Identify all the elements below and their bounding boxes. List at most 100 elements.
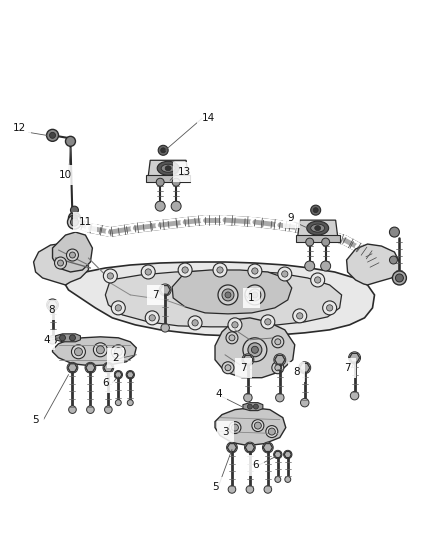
Text: 12: 12 xyxy=(13,123,26,133)
Circle shape xyxy=(145,269,152,275)
Circle shape xyxy=(389,256,397,264)
Ellipse shape xyxy=(165,166,171,171)
Polygon shape xyxy=(160,286,170,294)
Text: 7: 7 xyxy=(345,363,351,373)
Text: 11: 11 xyxy=(78,217,92,227)
Polygon shape xyxy=(275,356,285,364)
Polygon shape xyxy=(298,220,338,236)
Polygon shape xyxy=(350,353,360,362)
Circle shape xyxy=(71,345,85,359)
Polygon shape xyxy=(274,451,281,457)
Circle shape xyxy=(161,148,166,153)
Polygon shape xyxy=(243,356,253,364)
Circle shape xyxy=(282,271,288,277)
Circle shape xyxy=(85,362,96,373)
Circle shape xyxy=(222,289,234,301)
Text: 3: 3 xyxy=(222,426,229,437)
Circle shape xyxy=(247,404,252,409)
Polygon shape xyxy=(243,356,253,364)
Circle shape xyxy=(266,425,278,438)
Circle shape xyxy=(311,205,321,215)
Circle shape xyxy=(67,362,78,373)
Circle shape xyxy=(251,346,258,353)
Circle shape xyxy=(252,419,264,432)
Ellipse shape xyxy=(157,161,179,175)
Polygon shape xyxy=(56,334,81,342)
Text: 13: 13 xyxy=(178,167,191,177)
Polygon shape xyxy=(106,271,342,327)
Circle shape xyxy=(321,261,331,271)
Circle shape xyxy=(264,486,272,493)
Circle shape xyxy=(178,263,192,277)
Circle shape xyxy=(275,339,281,345)
Circle shape xyxy=(225,292,231,298)
Circle shape xyxy=(217,267,223,273)
Polygon shape xyxy=(68,364,77,372)
Circle shape xyxy=(226,332,238,344)
Circle shape xyxy=(71,206,78,214)
Circle shape xyxy=(115,400,121,406)
Circle shape xyxy=(48,336,57,344)
Circle shape xyxy=(246,486,254,493)
Polygon shape xyxy=(68,364,77,372)
Circle shape xyxy=(172,178,180,186)
Circle shape xyxy=(276,393,284,402)
Polygon shape xyxy=(104,364,113,372)
Circle shape xyxy=(248,264,262,278)
Circle shape xyxy=(71,215,78,221)
Text: 4: 4 xyxy=(215,389,222,399)
Circle shape xyxy=(126,370,134,379)
Circle shape xyxy=(285,477,291,482)
Circle shape xyxy=(67,215,81,229)
Circle shape xyxy=(114,348,122,356)
Polygon shape xyxy=(127,372,134,378)
Circle shape xyxy=(323,301,337,315)
Circle shape xyxy=(71,218,78,226)
Circle shape xyxy=(261,315,275,329)
Circle shape xyxy=(145,311,159,325)
Polygon shape xyxy=(245,443,254,451)
Circle shape xyxy=(265,319,271,325)
Circle shape xyxy=(300,398,309,407)
Circle shape xyxy=(69,406,76,414)
Circle shape xyxy=(232,322,238,328)
Circle shape xyxy=(305,261,314,271)
Circle shape xyxy=(115,305,121,311)
Circle shape xyxy=(231,424,238,431)
Polygon shape xyxy=(300,364,310,372)
Circle shape xyxy=(96,346,104,354)
Circle shape xyxy=(67,249,78,261)
Text: 8: 8 xyxy=(293,367,300,377)
Circle shape xyxy=(105,406,112,414)
Polygon shape xyxy=(296,235,339,242)
Circle shape xyxy=(272,336,284,348)
Text: 6: 6 xyxy=(252,461,258,471)
Polygon shape xyxy=(86,364,95,372)
Polygon shape xyxy=(148,160,188,176)
Polygon shape xyxy=(274,451,281,457)
Circle shape xyxy=(299,362,311,374)
Ellipse shape xyxy=(311,224,325,232)
Circle shape xyxy=(311,273,325,287)
Polygon shape xyxy=(48,301,57,309)
Text: 8: 8 xyxy=(49,305,55,315)
Text: 5: 5 xyxy=(32,415,39,425)
Text: 5: 5 xyxy=(212,482,219,492)
Text: 1: 1 xyxy=(248,293,254,303)
Circle shape xyxy=(242,354,254,366)
Circle shape xyxy=(314,277,321,283)
Circle shape xyxy=(392,271,406,285)
Circle shape xyxy=(252,268,258,274)
Circle shape xyxy=(225,365,231,371)
Circle shape xyxy=(68,212,81,224)
Circle shape xyxy=(57,260,64,266)
Circle shape xyxy=(49,132,56,139)
Polygon shape xyxy=(160,286,170,294)
Text: 9: 9 xyxy=(288,213,294,223)
Circle shape xyxy=(244,393,252,402)
Text: 14: 14 xyxy=(202,114,215,123)
Circle shape xyxy=(278,267,292,281)
Circle shape xyxy=(222,362,234,374)
Circle shape xyxy=(283,450,292,459)
Circle shape xyxy=(141,265,155,279)
